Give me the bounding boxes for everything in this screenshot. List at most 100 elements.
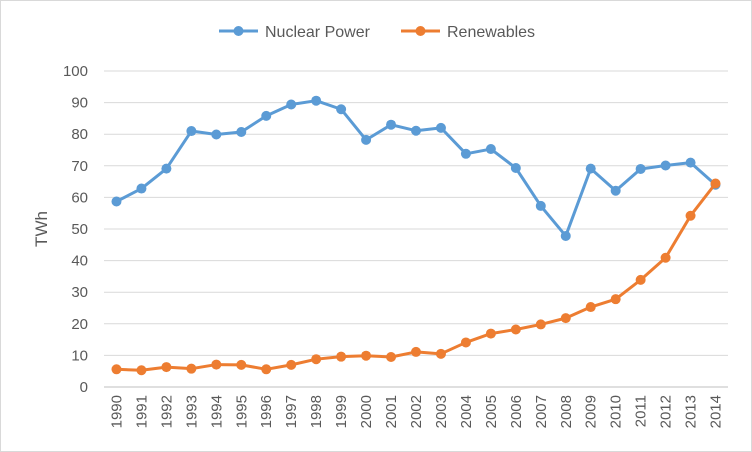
- y-tick-label: 10: [71, 347, 88, 364]
- y-tick-label: 20: [71, 316, 88, 333]
- data-point-renewables: [535, 319, 546, 330]
- data-point-renewables: [660, 252, 671, 263]
- data-point-renewables: [186, 363, 197, 374]
- data-point-nuclear-power: [386, 119, 397, 130]
- data-point-renewables: [610, 294, 621, 305]
- x-tick-labels: 1990 1991 1992 1993 1994 1995 1996 1997 1998 1999…: [108, 395, 724, 428]
- series-line-renewables: [116, 182, 717, 372]
- x-tick-label: 1998: [308, 395, 325, 428]
- data-point-renewables: [361, 350, 372, 361]
- data-point-renewables: [336, 351, 347, 362]
- series-renewables: [111, 178, 721, 376]
- series-group: [111, 95, 721, 376]
- data-point-nuclear-power: [136, 183, 147, 194]
- data-point-renewables: [236, 359, 247, 370]
- data-point-renewables: [460, 337, 471, 348]
- x-tick-label: 2009: [583, 395, 600, 428]
- series-nuclear-power: [111, 95, 721, 241]
- data-point-renewables: [111, 364, 122, 375]
- y-tick-label: 90: [71, 95, 88, 112]
- x-tick-label: 2004: [458, 395, 475, 428]
- data-point-renewables: [386, 351, 397, 362]
- x-tick-label: 2010: [608, 395, 625, 428]
- gridlines: [104, 70, 728, 388]
- data-point-renewables: [435, 348, 446, 359]
- x-tick-label: 2012: [658, 395, 675, 428]
- y-tick-labels: 0 10 20 30 40 50 60 70 80 90 100: [63, 63, 88, 396]
- x-tick-label: 2007: [533, 395, 550, 428]
- x-tick-label: 2011: [633, 395, 650, 427]
- data-point-nuclear-power: [685, 157, 696, 168]
- x-tick-label: 1992: [158, 395, 175, 428]
- data-point-nuclear-power: [286, 99, 297, 110]
- data-point-renewables: [560, 313, 571, 324]
- x-tick-label: 2005: [483, 395, 500, 428]
- x-tick-label: 1990: [108, 395, 125, 428]
- data-point-renewables: [685, 210, 696, 221]
- data-point-nuclear-power: [510, 163, 521, 174]
- data-point-renewables: [710, 178, 721, 189]
- legend-marker-nuclear-power: [233, 26, 244, 36]
- x-tick-label: 2003: [433, 395, 450, 428]
- series-line-nuclear-power: [115, 99, 717, 238]
- x-tick-label: 1994: [208, 395, 225, 428]
- data-point-renewables: [411, 346, 421, 357]
- data-point-renewables: [211, 359, 222, 370]
- x-tick-label: 2008: [558, 395, 575, 428]
- data-point-renewables: [136, 365, 147, 376]
- y-tick-label: 80: [71, 126, 88, 143]
- data-point-nuclear-power: [610, 185, 621, 196]
- data-point-nuclear-power: [186, 126, 197, 137]
- x-tick-label: 2000: [358, 395, 375, 428]
- y-tick-label: 100: [63, 63, 88, 80]
- legend: Nuclear Power Renewables: [219, 24, 535, 41]
- data-point-renewables: [585, 302, 596, 313]
- data-point-nuclear-power: [535, 200, 546, 211]
- legend-label-nuclear-power: Nuclear Power: [265, 24, 371, 41]
- data-point-nuclear-power: [411, 125, 421, 136]
- data-point-nuclear-power: [111, 196, 122, 207]
- x-tick-label: 2002: [408, 395, 425, 428]
- data-point-renewables: [261, 364, 272, 375]
- data-point-renewables: [311, 354, 322, 365]
- data-point-nuclear-power: [336, 104, 347, 115]
- x-tick-label: 1996: [258, 395, 275, 428]
- y-tick-label: 30: [71, 284, 88, 301]
- data-point-nuclear-power: [485, 144, 496, 155]
- y-tick-label: 70: [71, 158, 88, 175]
- data-point-renewables: [286, 359, 297, 370]
- y-axis-title: TWh: [32, 211, 51, 247]
- data-point-nuclear-power: [635, 163, 646, 174]
- data-point-nuclear-power: [660, 160, 671, 171]
- x-tick-label: 2013: [683, 395, 700, 428]
- y-tick-label: 0: [80, 379, 88, 396]
- data-point-renewables: [510, 324, 521, 335]
- data-point-renewables: [635, 274, 646, 285]
- data-point-nuclear-power: [560, 230, 571, 241]
- x-tick-label: 1995: [233, 395, 250, 428]
- x-tick-label: 1991: [133, 395, 150, 428]
- data-point-nuclear-power: [311, 95, 322, 106]
- data-point-renewables: [485, 328, 496, 339]
- data-point-nuclear-power: [261, 110, 272, 121]
- data-point-nuclear-power: [236, 126, 247, 137]
- x-tick-label: 1999: [333, 395, 350, 428]
- data-point-nuclear-power: [161, 163, 172, 174]
- x-tick-label: 2001: [383, 395, 400, 428]
- y-tick-label: 40: [71, 253, 88, 270]
- x-tick-label: 1997: [283, 395, 300, 428]
- x-tick-label: 2014: [708, 395, 725, 428]
- data-point-nuclear-power: [585, 163, 596, 174]
- y-tick-label: 60: [71, 189, 88, 206]
- legend-label-renewables: Renewables: [447, 24, 535, 41]
- x-tick-label: 1993: [183, 395, 200, 428]
- data-point-nuclear-power: [211, 129, 222, 140]
- y-tick-label: 50: [71, 221, 88, 238]
- data-point-nuclear-power: [435, 122, 446, 133]
- data-point-renewables: [161, 362, 172, 373]
- legend-marker-renewables: [415, 26, 426, 36]
- data-point-nuclear-power: [460, 148, 471, 159]
- data-point-nuclear-power: [361, 134, 372, 145]
